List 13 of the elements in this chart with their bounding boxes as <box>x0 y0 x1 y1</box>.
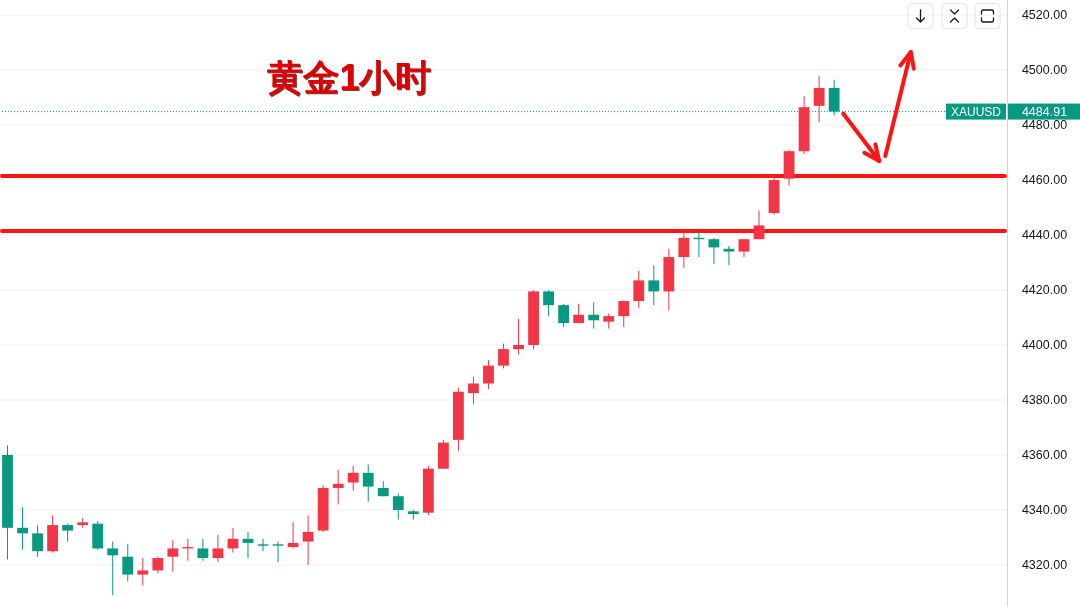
ref-line-label: XAUUSD <box>950 104 1002 119</box>
y-tick-label: 4360.00 <box>1021 448 1068 462</box>
y-tick-label: 4440.00 <box>1021 228 1068 243</box>
y-tick-label: 4420.00 <box>1021 283 1068 298</box>
y-tick-label: 4320.00 <box>1021 557 1068 572</box>
y-tick-label: 4480.00 <box>1021 118 1068 133</box>
y-tick-label: 4460.00 <box>1021 173 1068 188</box>
y-tick-label: 4520.00 <box>1021 8 1068 23</box>
y-tick-label: 4340.00 <box>1021 502 1068 517</box>
y-tick-label: 4500.00 <box>1021 63 1068 78</box>
y-tick-label: 4380.00 <box>1021 393 1068 407</box>
title: 黄金1小时 <box>267 56 432 98</box>
y-tick-label: 4400.00 <box>1021 338 1068 352</box>
